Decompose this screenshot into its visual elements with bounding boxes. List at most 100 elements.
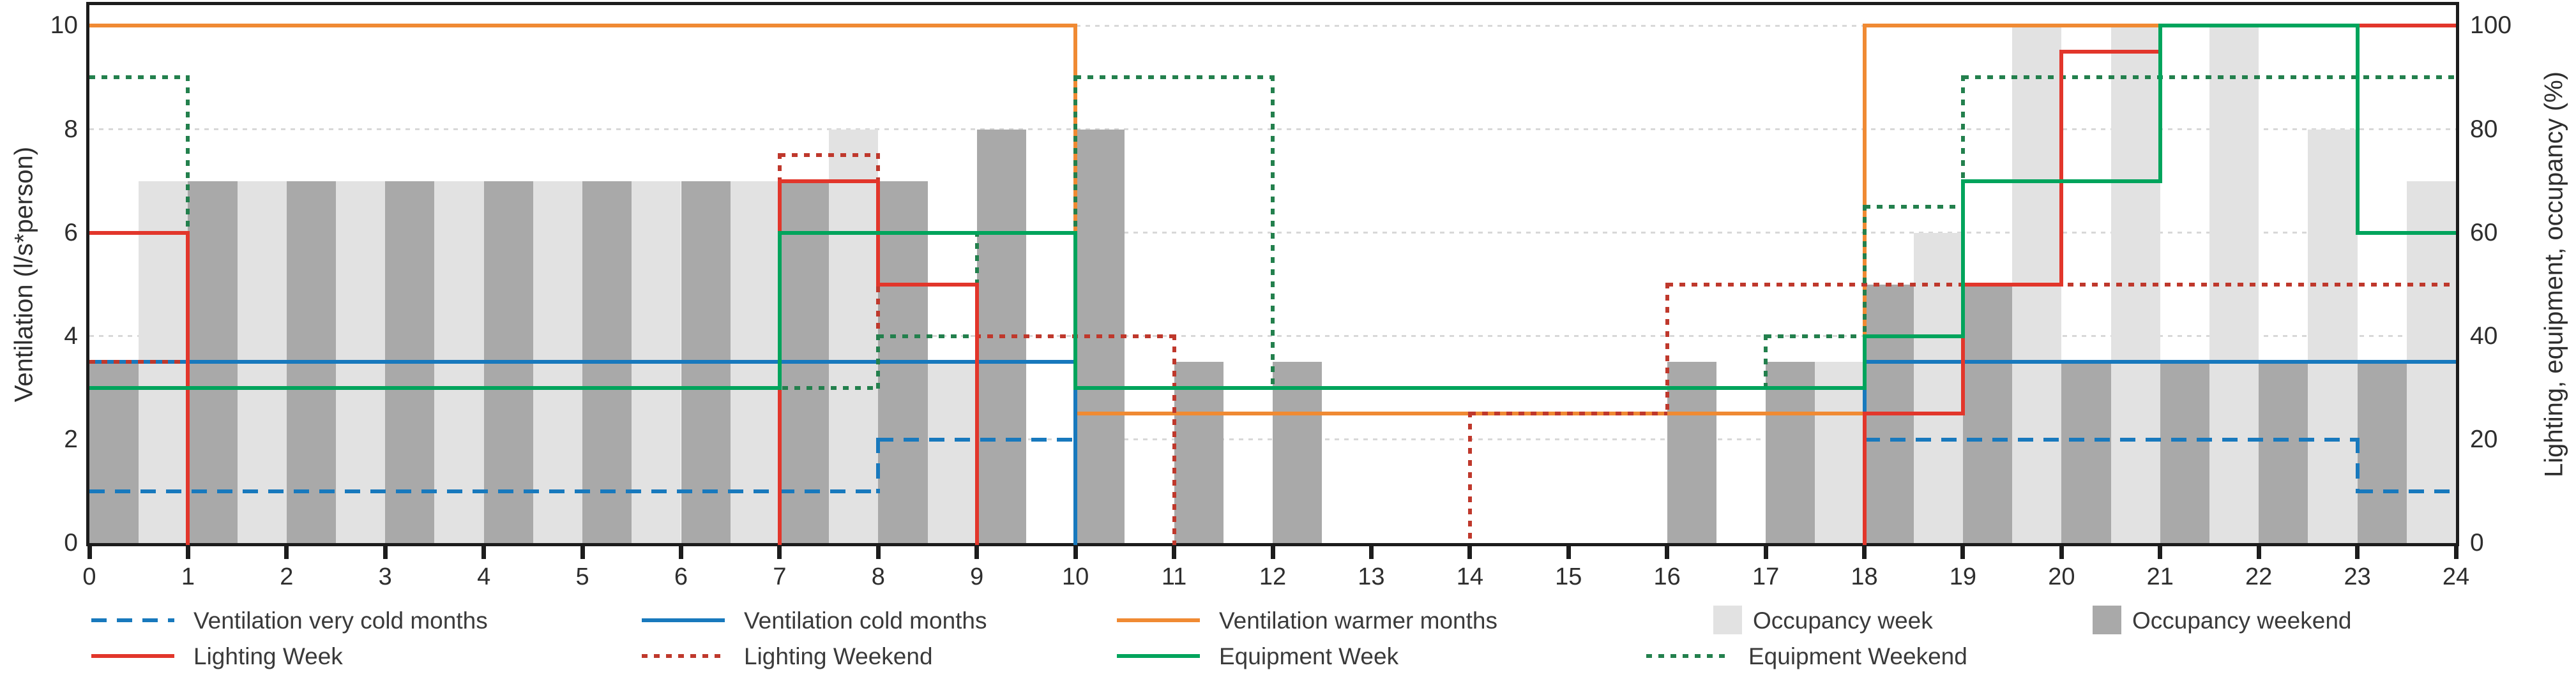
x-tick <box>383 546 388 559</box>
occupancy-week-bar <box>2308 129 2358 543</box>
series-step-light_weekend <box>1665 282 1669 416</box>
series-step-vent_very_cold <box>876 437 881 493</box>
legend-item-label: Ventilation cold months <box>744 608 987 634</box>
x-tick-label: 4 <box>477 563 491 590</box>
x-tick-label: 23 <box>2344 563 2371 590</box>
occupancy-weekend-bar <box>2357 362 2407 543</box>
x-tick <box>1665 546 1670 559</box>
series-line-vent_cold <box>1864 360 2456 364</box>
series-line-equip_weekend <box>1864 205 1963 209</box>
left-axis-tick-label: 8 <box>64 115 78 143</box>
series-step-equip_weekend <box>1862 205 1867 338</box>
legend-item-label: Equipment Week <box>1219 643 1399 669</box>
legend-swatch-line <box>642 654 725 658</box>
series-step-light_week <box>1862 412 1867 545</box>
x-tick <box>974 546 980 559</box>
x-tick-label: 6 <box>674 563 688 590</box>
x-tick-label: 2 <box>280 563 294 590</box>
series-line-equip_weekend <box>878 334 977 338</box>
series-line-vent_cold <box>89 360 1076 364</box>
series-line-equip_weekend <box>1075 75 1273 80</box>
x-tick-label: 8 <box>871 563 885 590</box>
series-line-light_week <box>1962 282 2062 287</box>
x-tick <box>481 546 487 559</box>
x-tick-label: 11 <box>1161 563 1187 590</box>
legend-swatch-patch <box>2093 606 2121 634</box>
legend-swatch-line <box>91 618 174 622</box>
series-line-vent_very_cold <box>1864 437 2358 442</box>
series-line-vent_very_cold <box>89 489 879 493</box>
series-line-light_week <box>2061 49 2160 54</box>
legend-swatch-line <box>642 618 725 622</box>
series-step-equip_weekend <box>1073 75 1078 235</box>
right-axis-tick-label: 20 <box>2470 425 2498 453</box>
occupancy-weekend-bar <box>1174 362 1224 543</box>
series-line-equip_week <box>1075 385 1865 390</box>
occupancy-week-bar <box>927 362 977 543</box>
x-tick-label: 7 <box>773 563 787 590</box>
series-line-light_week <box>89 230 188 235</box>
left-axis-title: Ventilation (l/s*person) <box>10 146 38 402</box>
x-tick <box>777 546 782 559</box>
occupancy-weekend-bar <box>2160 362 2209 543</box>
series-step-vent_very_cold <box>1073 437 1078 545</box>
x-tick-label: 20 <box>2048 563 2075 590</box>
series-line-light_week <box>878 282 977 287</box>
x-tick-label: 5 <box>575 563 589 590</box>
series-step-equip_weekend <box>1960 75 1965 209</box>
series-line-equip_weekend <box>1766 334 1865 338</box>
x-tick <box>875 546 881 559</box>
x-tick-label: 1 <box>181 563 195 590</box>
series-line-equip_week <box>2357 230 2456 235</box>
x-tick <box>1763 546 1768 559</box>
left-axis-tick-label: 4 <box>64 322 78 350</box>
right-axis-tick-label: 60 <box>2470 218 2498 246</box>
series-step-equip_week <box>1073 230 1078 390</box>
x-tick-label: 12 <box>1259 563 1287 590</box>
occupancy-weekend-bar <box>1273 362 1322 543</box>
series-step-light_weekend <box>1467 412 1472 545</box>
x-tick <box>1172 546 1177 559</box>
series-line-vent_very_cold <box>2357 489 2456 493</box>
series-line-equip_week <box>779 230 1076 235</box>
x-tick <box>2256 546 2261 559</box>
series-line-light_weekend <box>1469 412 1667 416</box>
x-tick-label: 21 <box>2146 563 2174 590</box>
occupancy-week-bar <box>1815 362 1865 543</box>
legend-swatch-line <box>1117 618 1200 622</box>
x-tick <box>679 546 683 559</box>
series-step-equip_week <box>777 230 782 390</box>
legend-swatch-line <box>1117 654 1200 658</box>
series-step-equip_weekend <box>1764 334 1768 390</box>
x-tick <box>284 546 289 559</box>
series-step-equip_week <box>1862 334 1867 390</box>
occupancy-week-bar <box>1913 232 1963 543</box>
x-tick-label: 18 <box>1851 563 1878 590</box>
legend-item-label: Equipment Weekend <box>1748 643 1967 669</box>
series-step-equip_weekend <box>876 334 881 390</box>
series-step-vent_very_cold <box>2355 437 2360 493</box>
series-step-light_week <box>1960 282 1965 416</box>
right-axis-tick-label: 100 <box>2470 11 2512 40</box>
occupancy-weekend-bar <box>1962 284 2013 543</box>
legend-item-label: Lighting Weekend <box>744 643 933 669</box>
series-step-equip_week <box>2158 24 2162 183</box>
legend-swatch-line <box>91 654 174 658</box>
x-tick-label: 13 <box>1358 563 1385 590</box>
series-line-light_weekend <box>89 360 188 364</box>
x-tick-label: 15 <box>1555 563 1582 590</box>
series-line-equip_week <box>1864 334 1963 338</box>
x-tick-label: 22 <box>2245 563 2273 590</box>
x-tick <box>2453 546 2459 559</box>
series-line-equip_week <box>2160 24 2358 28</box>
occupancy-weekend-bar <box>1667 362 1716 543</box>
series-line-equip_weekend <box>1962 75 2456 80</box>
series-line-equip_week <box>89 385 780 390</box>
occupancy-weekend-bar <box>2061 362 2111 543</box>
x-tick-label: 19 <box>1949 563 1977 590</box>
left-axis-tick-label: 6 <box>64 218 78 246</box>
right-axis-tick-label: 0 <box>2470 529 2484 556</box>
x-tick-label: 16 <box>1653 563 1681 590</box>
x-tick <box>580 546 585 559</box>
legend-item-label: Lighting Week <box>193 643 343 669</box>
